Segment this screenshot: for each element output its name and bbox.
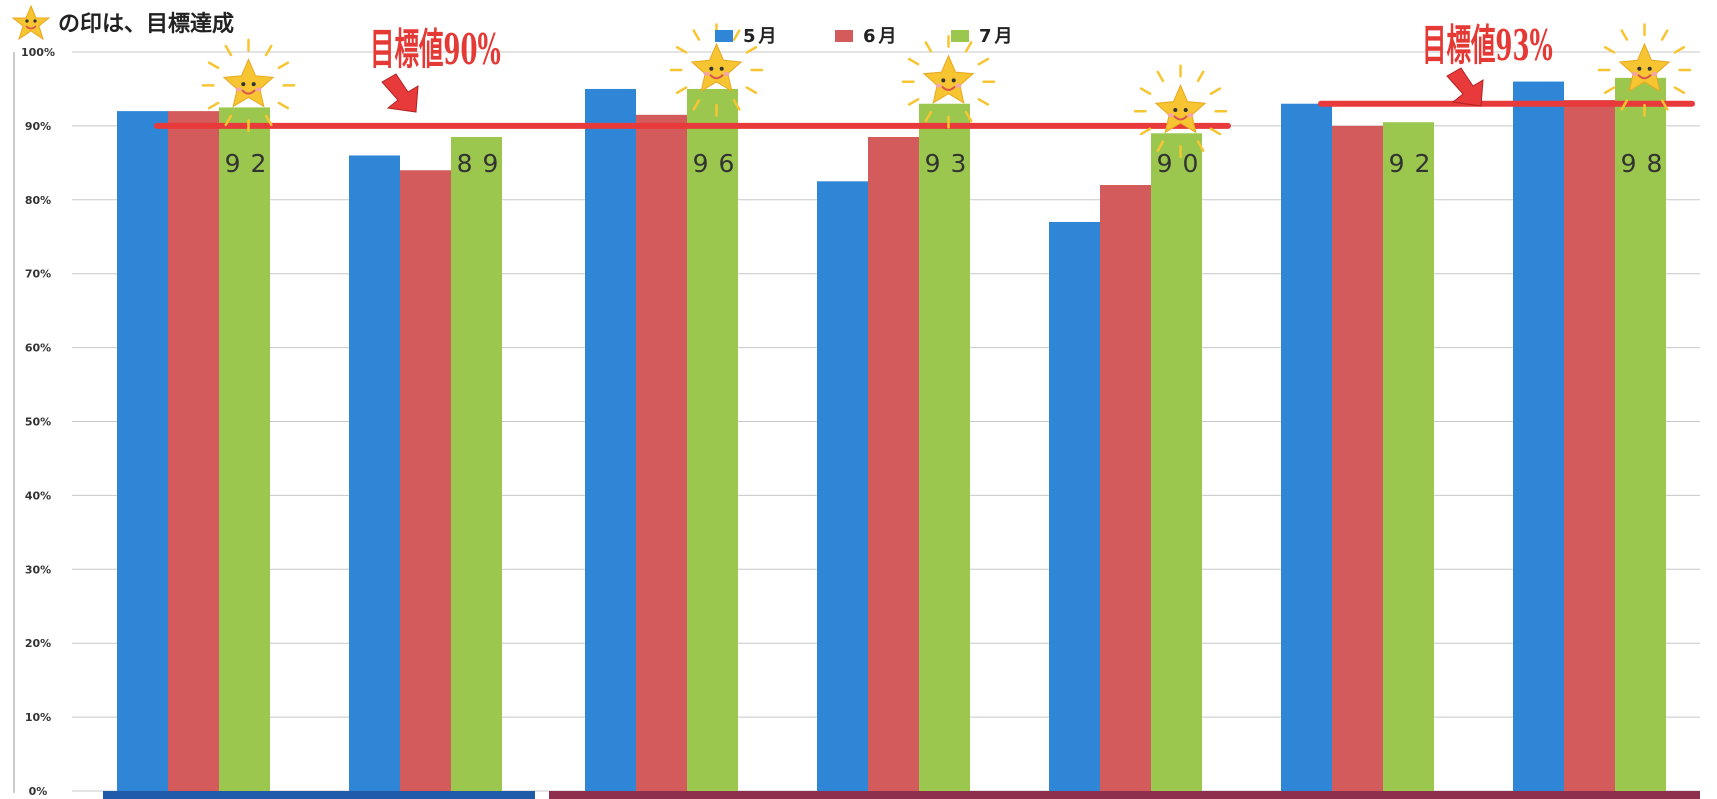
- data-label: 92: [225, 149, 277, 178]
- y-tick-label: 40%: [25, 489, 51, 502]
- legend-swatch: [835, 30, 853, 42]
- bar: [687, 88, 738, 791]
- data-label: 92: [1389, 149, 1441, 178]
- y-tick-label: 90%: [25, 120, 51, 133]
- y-tick-label: 20%: [25, 637, 51, 650]
- bar: [1332, 125, 1383, 791]
- y-tick-label: 10%: [25, 711, 51, 724]
- y-tick-label: 60%: [25, 342, 51, 355]
- legend-swatch: [951, 30, 969, 42]
- bar: [1049, 221, 1100, 792]
- smiling-star-icon: [1597, 23, 1692, 117]
- y-tick-label: 100%: [21, 46, 55, 59]
- legend-label: 7月: [979, 26, 1016, 47]
- achievement-note-text: の印は、目標達成: [58, 12, 235, 37]
- y-tick-label: 50%: [25, 416, 51, 429]
- bar: [1281, 103, 1332, 792]
- smiling-star-icon: [1133, 64, 1228, 159]
- data-label: 98: [1621, 149, 1673, 178]
- bar: [1513, 81, 1564, 791]
- target-arrow: [1446, 67, 1484, 107]
- data-label: 90: [1157, 149, 1209, 178]
- bar: [919, 103, 970, 792]
- bottom-band: [549, 791, 1700, 799]
- bar: [868, 136, 919, 792]
- bar: [1383, 122, 1434, 791]
- bottom-band: [103, 791, 535, 799]
- bar: [168, 111, 219, 792]
- y-tick-label: 0%: [29, 785, 48, 798]
- bar: [219, 107, 270, 792]
- y-tick-label: 30%: [25, 563, 51, 576]
- y-tick-label: 80%: [25, 194, 51, 207]
- legend-swatch: [715, 30, 733, 42]
- data-label: 93: [925, 149, 977, 178]
- data-label: 96: [693, 149, 745, 178]
- target-label: 目標値93%: [1422, 21, 1553, 71]
- bar: [1564, 100, 1615, 791]
- bar: [1615, 77, 1666, 792]
- bar: [349, 155, 400, 791]
- bar: [817, 181, 868, 791]
- smiling-star-icon: [669, 23, 764, 117]
- target-label: 目標値90%: [370, 25, 501, 75]
- bar: [1100, 185, 1151, 791]
- bar: [585, 88, 636, 791]
- y-tick-label: 70%: [25, 268, 51, 281]
- bar: [400, 170, 451, 792]
- smiling-star-icon: [901, 34, 996, 129]
- smiling-star-icon: [201, 38, 296, 133]
- data-label: 89: [457, 149, 509, 178]
- bar: [636, 114, 687, 791]
- legend-label: 6月: [863, 26, 900, 47]
- target-arrow: [381, 73, 419, 113]
- achievement-note: の印は、目標達成: [8, 2, 234, 42]
- bar: [117, 111, 168, 792]
- smiling-star-icon: [11, 4, 51, 41]
- bar: [451, 136, 502, 792]
- bar: [1151, 133, 1202, 792]
- legend-label: 5月: [743, 26, 780, 47]
